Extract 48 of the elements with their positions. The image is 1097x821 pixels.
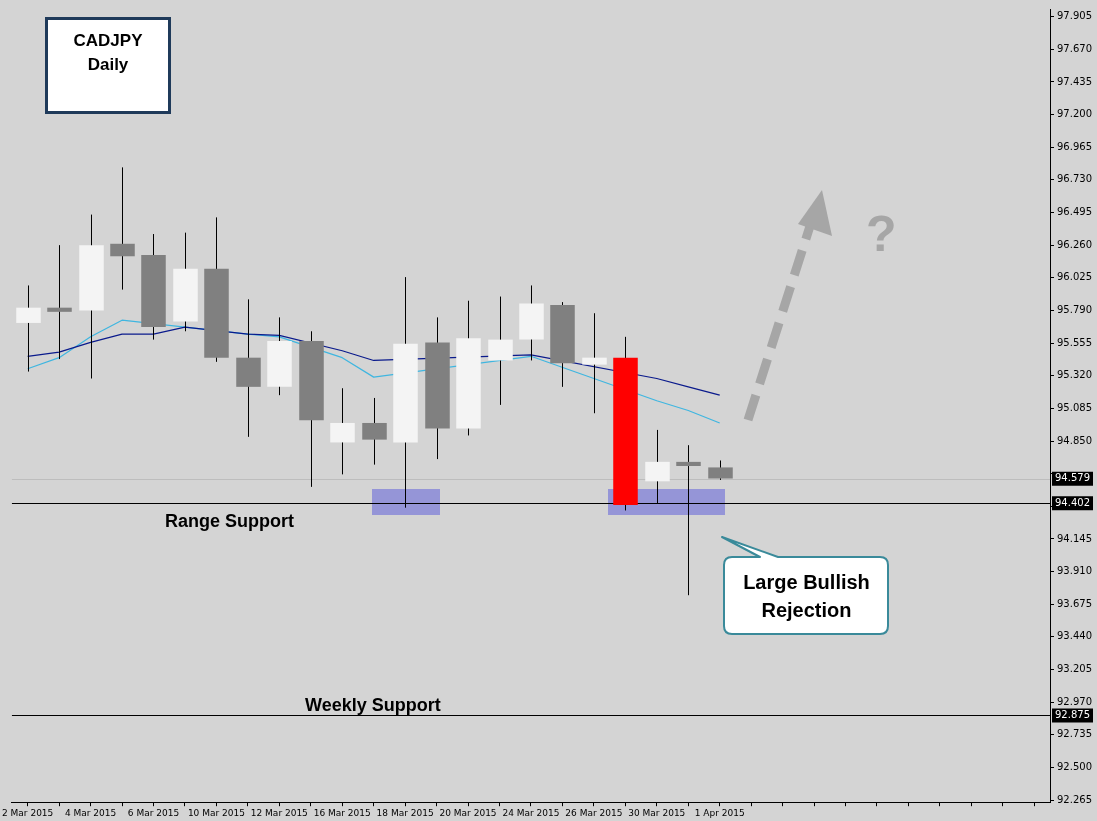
x-tick-label: 4 Mar 2015 <box>64 807 117 818</box>
candlestick <box>47 244 72 360</box>
x-tick-label: 18 Mar 2015 <box>376 807 434 818</box>
y-tick-label: 92.265 <box>1057 793 1093 805</box>
annotation: Range Support <box>165 511 294 532</box>
callout-box: Large Bullish Rejection <box>720 535 891 636</box>
candlestick <box>16 284 41 373</box>
x-tick-label: 20 Mar 2015 <box>439 807 497 818</box>
y-tick-label: 96.025 <box>1057 271 1093 283</box>
y-tick-label: 93.440 <box>1057 630 1093 642</box>
y-tick-label: 95.790 <box>1057 304 1093 316</box>
x-tick-label: 2 Mar 2015 <box>1 807 54 818</box>
y-tick-label: 93.675 <box>1057 597 1093 609</box>
candlestick <box>582 312 607 414</box>
annotation: Large Bullish Rejection <box>742 569 871 623</box>
title-box: CADJPY Daily <box>45 17 171 114</box>
y-tick-label: 96.730 <box>1057 173 1093 185</box>
x-tick-label: 30 Mar 2015 <box>628 807 686 818</box>
annotation: ? <box>866 205 897 263</box>
annotation: Weekly Support <box>305 695 441 716</box>
y-tick-label: 93.910 <box>1057 565 1093 577</box>
y-tick-label: 96.965 <box>1057 140 1093 152</box>
ref-line-label: 94.579 <box>1055 472 1091 484</box>
y-tick-label: 96.495 <box>1057 206 1093 218</box>
x-tick-label: 16 Mar 2015 <box>313 807 371 818</box>
x-tick-label: 1 Apr 2015 <box>694 807 745 818</box>
x-tick-label: 6 Mar 2015 <box>127 807 180 818</box>
ref-line-label: 92.875 <box>1055 708 1091 720</box>
ref-line-label: 94.402 <box>1055 496 1091 508</box>
y-tick-label: 97.200 <box>1057 108 1093 120</box>
y-tick-label: 95.555 <box>1057 336 1093 348</box>
x-tick-label: 26 Mar 2015 <box>565 807 623 818</box>
y-tick-label: 93.205 <box>1057 663 1093 675</box>
y-tick-label: 92.735 <box>1057 728 1093 740</box>
x-tick-label: 24 Mar 2015 <box>502 807 560 818</box>
x-tick-label: 12 Mar 2015 <box>250 807 308 818</box>
y-tick-label: 92.970 <box>1057 695 1093 707</box>
y-tick-label: 97.435 <box>1057 75 1093 87</box>
y-tick-label: 96.260 <box>1057 238 1093 250</box>
y-tick-label: 97.670 <box>1057 42 1093 54</box>
y-tick-label: 95.320 <box>1057 369 1093 381</box>
x-tick-label: 10 Mar 2015 <box>187 807 245 818</box>
y-tick-label: 94.850 <box>1057 434 1093 446</box>
y-tick-label: 94.145 <box>1057 532 1093 544</box>
y-tick-label: 97.905 <box>1057 10 1093 22</box>
candlestick <box>110 166 135 291</box>
y-tick-label: 95.085 <box>1057 401 1093 413</box>
y-tick-label: 92.500 <box>1057 761 1093 773</box>
